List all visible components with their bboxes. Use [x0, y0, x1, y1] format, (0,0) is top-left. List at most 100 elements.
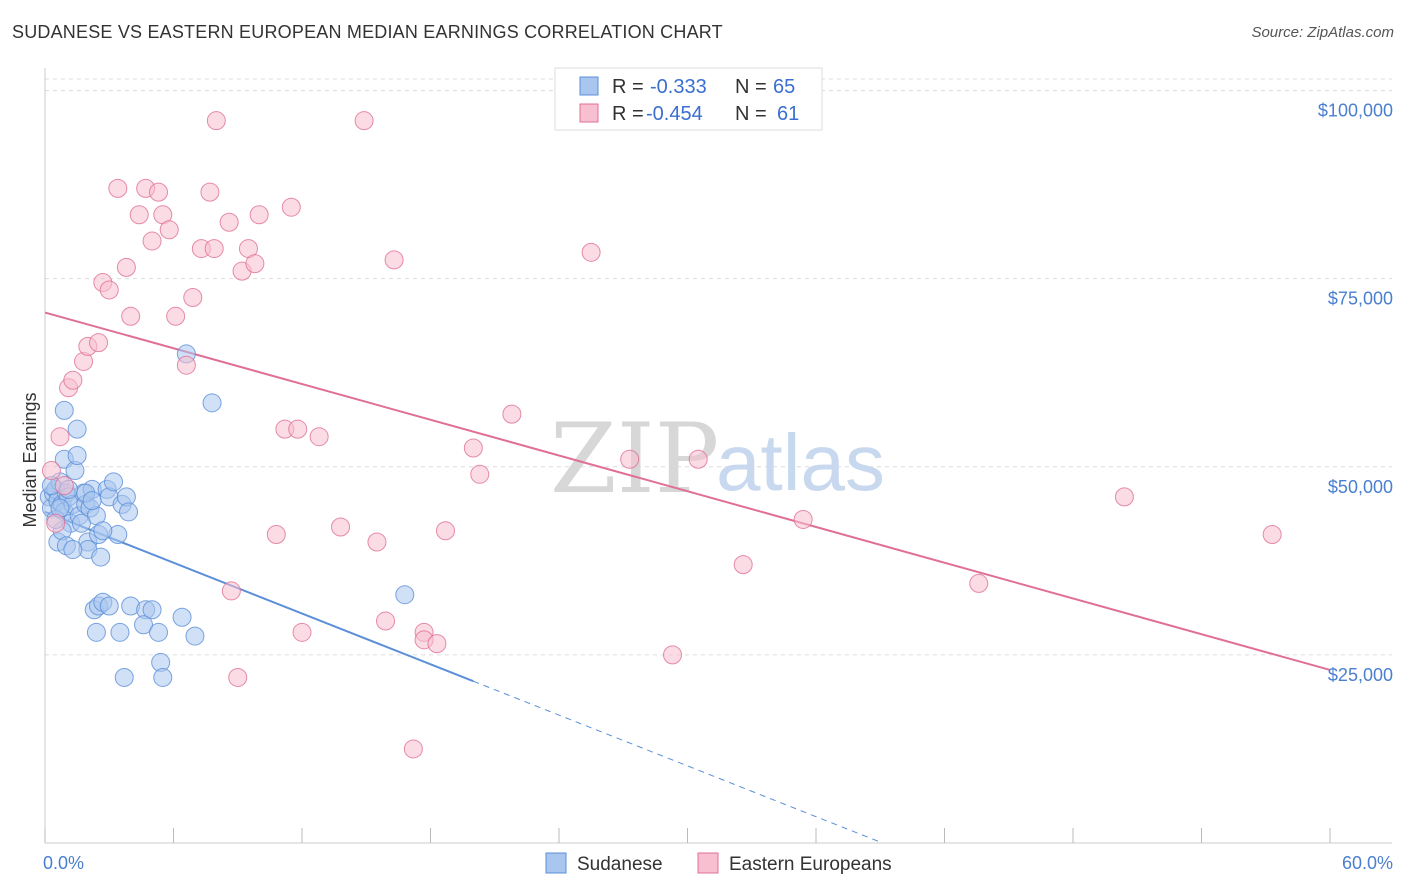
point-sudanese-46 — [110, 622, 130, 642]
point-sudanese-57 — [202, 393, 222, 413]
y-tick-label-1: $50,000 — [1328, 477, 1393, 497]
point-sudanese-54 — [172, 607, 192, 627]
point-eastern-european-58 — [1262, 525, 1282, 545]
point-eastern-european-49 — [502, 404, 522, 424]
point-eastern-european-51 — [620, 449, 640, 469]
point-sudanese-15 — [54, 400, 74, 420]
point-eastern-european-17 — [149, 182, 169, 202]
point-sudanese-53 — [153, 667, 173, 687]
chart-title: SUDANESE VS EASTERN EUROPEAN MEDIAN EARN… — [12, 22, 723, 42]
y-tick-label-2: $75,000 — [1328, 289, 1393, 309]
point-eastern-european-12 — [116, 257, 136, 277]
point-eastern-european-46 — [435, 521, 455, 541]
point-sudanese-18 — [67, 446, 87, 465]
point-sudanese-55 — [185, 626, 205, 646]
point-eastern-european-11 — [108, 178, 128, 198]
y-tick-label-0: $25,000 — [1328, 665, 1393, 685]
point-eastern-european-30 — [245, 254, 265, 274]
point-eastern-european-32 — [281, 197, 301, 217]
legend-r-label-2: R = — [612, 103, 644, 125]
point-sudanese-50 — [149, 622, 169, 642]
point-sudanese-31 — [86, 622, 106, 642]
point-eastern-european-47 — [463, 438, 483, 458]
point-eastern-european-20 — [166, 306, 186, 326]
point-eastern-european-13 — [121, 306, 141, 326]
point-eastern-european-24 — [200, 182, 220, 202]
point-eastern-european-60 — [403, 739, 423, 759]
point-sudanese-51 — [114, 667, 134, 687]
point-sudanese-64 — [82, 491, 102, 511]
point-eastern-european-35 — [288, 419, 308, 439]
point-eastern-european-22 — [183, 287, 203, 307]
point-eastern-european-42 — [384, 250, 404, 270]
legend-n-label-1: N = — [735, 76, 767, 98]
legend-r-label-1: R = — [612, 76, 644, 98]
point-eastern-european-37 — [309, 427, 329, 447]
y-tick-labels: $25,000 $50,000 $75,000 $100,000 — [1318, 101, 1393, 685]
point-eastern-european-3 — [54, 476, 74, 496]
point-sudanese-44 — [99, 596, 119, 616]
point-eastern-european-5 — [63, 370, 83, 390]
point-eastern-european-8 — [89, 333, 109, 353]
x-tick-label-0: 0.0% — [43, 853, 84, 873]
point-eastern-european-45 — [427, 634, 447, 654]
point-eastern-european-36 — [292, 622, 312, 642]
axes — [44, 68, 1392, 844]
point-sudanese-48 — [142, 600, 162, 620]
point-eastern-european-19 — [159, 220, 179, 240]
data-points — [39, 111, 1282, 759]
point-eastern-european-54 — [733, 555, 753, 575]
watermark: ZIP atlas — [550, 403, 885, 515]
watermark-atlas: atlas — [716, 418, 885, 507]
point-eastern-european-52 — [663, 645, 683, 665]
point-eastern-european-10 — [99, 280, 119, 300]
point-eastern-european-27 — [219, 212, 239, 232]
point-eastern-european-1 — [46, 513, 66, 533]
series-label-sudanese: Sudanese — [577, 854, 663, 875]
point-eastern-european-2 — [50, 427, 70, 447]
source-label: Source: ZipAtlas.com — [1251, 24, 1394, 41]
point-eastern-european-26 — [206, 111, 226, 131]
trendline-1 — [44, 311, 1331, 671]
point-eastern-european-14 — [129, 205, 149, 225]
point-sudanese-38 — [119, 502, 139, 522]
point-eastern-european-41 — [376, 611, 396, 631]
point-sudanese-41 — [93, 521, 113, 541]
x-tick-label-1: 60.0% — [1342, 853, 1393, 873]
point-eastern-european-59 — [228, 667, 248, 687]
trendline-extension-0 — [473, 680, 881, 843]
point-eastern-european-61 — [221, 581, 241, 601]
point-sudanese-49 — [134, 615, 154, 635]
grid — [45, 78, 1392, 656]
legend-n-value-2: 61 — [777, 103, 799, 125]
point-eastern-european-57 — [1114, 487, 1134, 507]
point-eastern-european-40 — [367, 532, 387, 552]
series-legend: Sudanese Eastern Europeans — [545, 852, 892, 875]
point-eastern-european-53 — [688, 449, 708, 469]
legend-swatch-sudanese — [579, 76, 599, 96]
series-label-eastern-europeans: Eastern Europeans — [729, 854, 892, 875]
point-eastern-european-33 — [266, 525, 286, 545]
y-axis-title: Median Earnings — [20, 392, 40, 527]
y-tick-label-3: $100,000 — [1318, 101, 1393, 121]
point-eastern-european-25 — [204, 239, 224, 259]
point-eastern-european-39 — [354, 111, 374, 131]
legend-n-label-2: N = — [735, 103, 767, 125]
series-swatch-sudanese — [545, 852, 567, 874]
x-tick-labels: 0.0% 60.0% — [43, 853, 1393, 873]
point-sudanese-34 — [104, 472, 124, 492]
point-sudanese-43 — [63, 540, 83, 560]
point-sudanese-40 — [71, 513, 91, 533]
legend-n-value-1: 65 — [773, 76, 795, 98]
point-sudanese-58 — [395, 585, 415, 605]
point-eastern-european-0 — [41, 461, 61, 481]
legend-r-value-2: -0.454 — [646, 103, 703, 125]
point-sudanese-28 — [91, 547, 111, 567]
point-eastern-european-56 — [969, 573, 989, 593]
legend-swatch-eastern-europeans — [579, 103, 599, 123]
trendlines — [44, 311, 1331, 843]
point-eastern-european-21 — [176, 355, 196, 375]
point-eastern-european-50 — [581, 242, 601, 262]
correlation-legend: R = -0.333 N = 65 R = -0.454 N = 61 — [554, 67, 823, 131]
